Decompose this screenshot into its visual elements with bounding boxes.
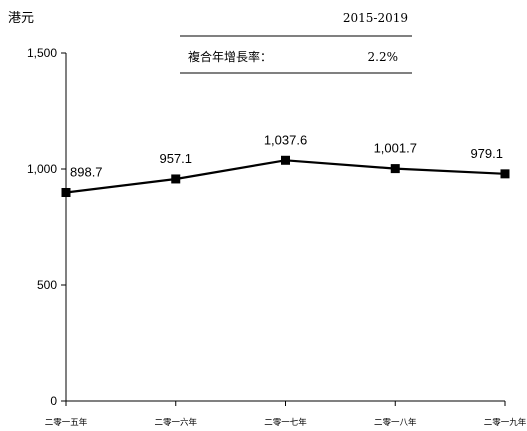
y-unit-label: 港元: [8, 11, 34, 26]
cagr-period: 2015-2019: [343, 11, 408, 25]
x-tick-label: 二零一七年: [264, 417, 307, 428]
data-point-marker: [281, 155, 290, 165]
data-label: 1,001.7: [374, 141, 417, 156]
data-label: 1,037.6: [264, 132, 307, 147]
series-line: [65, 159, 506, 194]
x-tick-label: 二零一六年: [154, 417, 197, 428]
cagr-table: 2015-2019 複合年增長率： 2.2%: [180, 11, 412, 74]
x-tick-label: 二零一八年: [374, 417, 417, 428]
data-label: 957.1: [159, 151, 192, 166]
data-label: 979.1: [470, 146, 503, 161]
y-tick-label: 1,000: [27, 162, 57, 176]
y-tick-label: 500: [37, 278, 57, 292]
data-point-marker: [500, 169, 510, 179]
cagr-value: 2.2%: [368, 50, 399, 64]
data-point-marker: [61, 188, 71, 198]
x-tick-label: 二零一九年: [484, 417, 527, 428]
data-point-marker: [171, 174, 181, 184]
data-label: 898.7: [70, 165, 103, 180]
cagr-label: 複合年增長率：: [188, 49, 272, 64]
x-tick-label: 二零一五年: [45, 417, 88, 428]
y-tick-label: 0: [50, 394, 57, 408]
y-tick-label: 1,500: [27, 46, 57, 60]
data-point-marker: [390, 164, 400, 174]
